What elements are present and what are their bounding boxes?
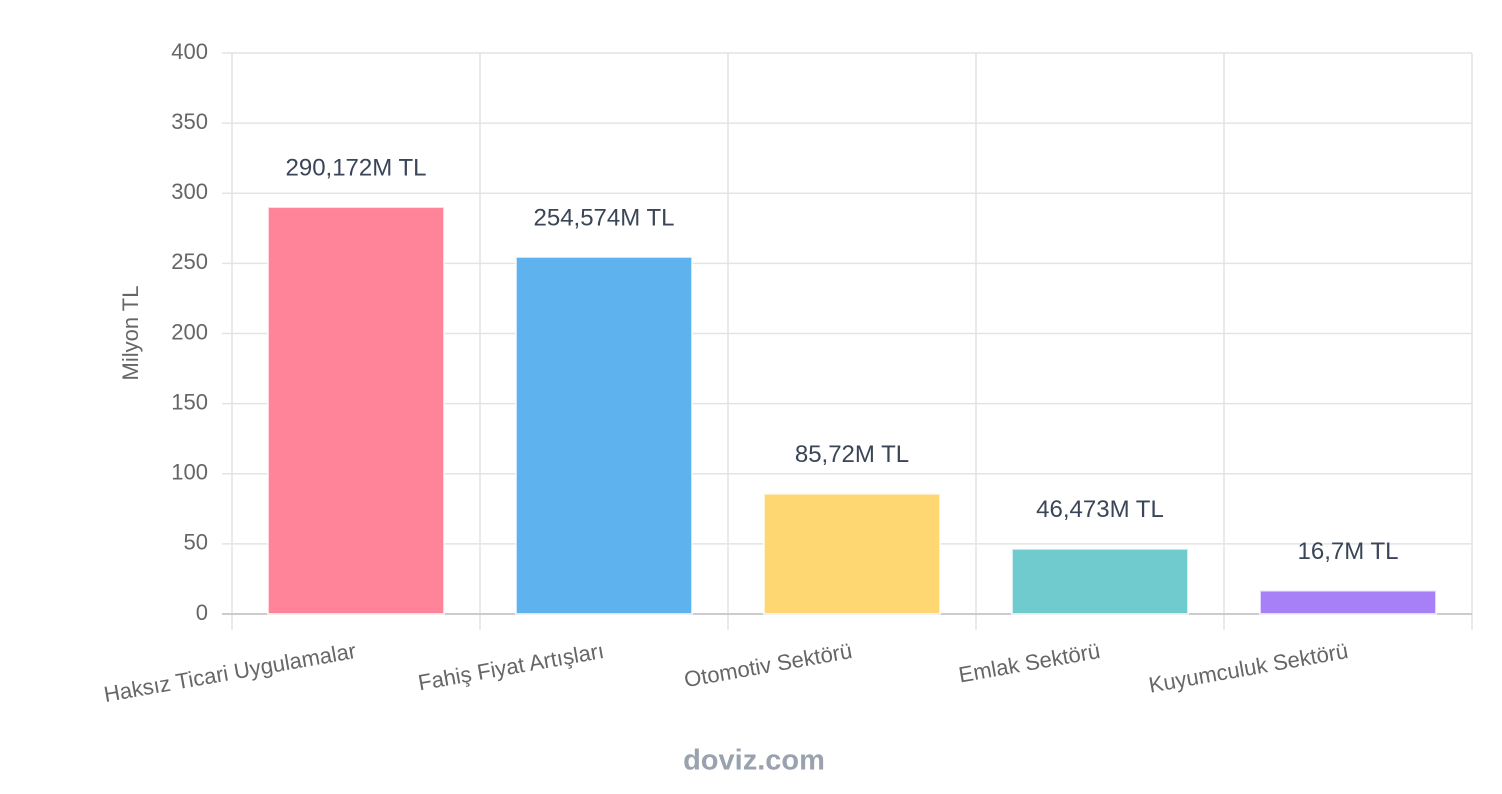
x-tick-label: Kuyumculuk Sektörü [1147,638,1350,698]
y-tick-label: 0 [196,600,208,625]
bar [514,255,694,615]
y-tick-label: 150 [171,389,208,414]
y-tick-label: 250 [171,249,208,274]
y-tick-label: 200 [171,319,208,344]
bar [762,492,942,616]
y-tick-label: 50 [184,530,208,555]
y-tick-label: 400 [171,39,208,64]
value-label: 254,574M TL [534,204,675,231]
value-label: 85,72M TL [795,441,909,468]
y-axis-label: Milyon TL [118,286,143,381]
y-tick-label: 350 [171,109,208,134]
value-label: 46,473M TL [1036,496,1164,523]
x-tick-label: Haksız Ticari Uygulamalar [102,638,358,707]
x-tick-label: Otomotiv Sektörü [682,638,854,692]
y-tick-label: 100 [171,460,208,485]
value-label: 16,7M TL [1298,538,1399,565]
bar [266,206,446,615]
x-tick-label: Emlak Sektörü [957,638,1102,687]
bar [1258,589,1438,615]
value-label: 290,172M TL [286,154,427,181]
y-tick-label: 300 [171,179,208,204]
source: doviz.com [683,745,825,777]
bar [1010,547,1190,615]
x-tick-label: Fahiş Fiyat Artışları [416,638,606,695]
